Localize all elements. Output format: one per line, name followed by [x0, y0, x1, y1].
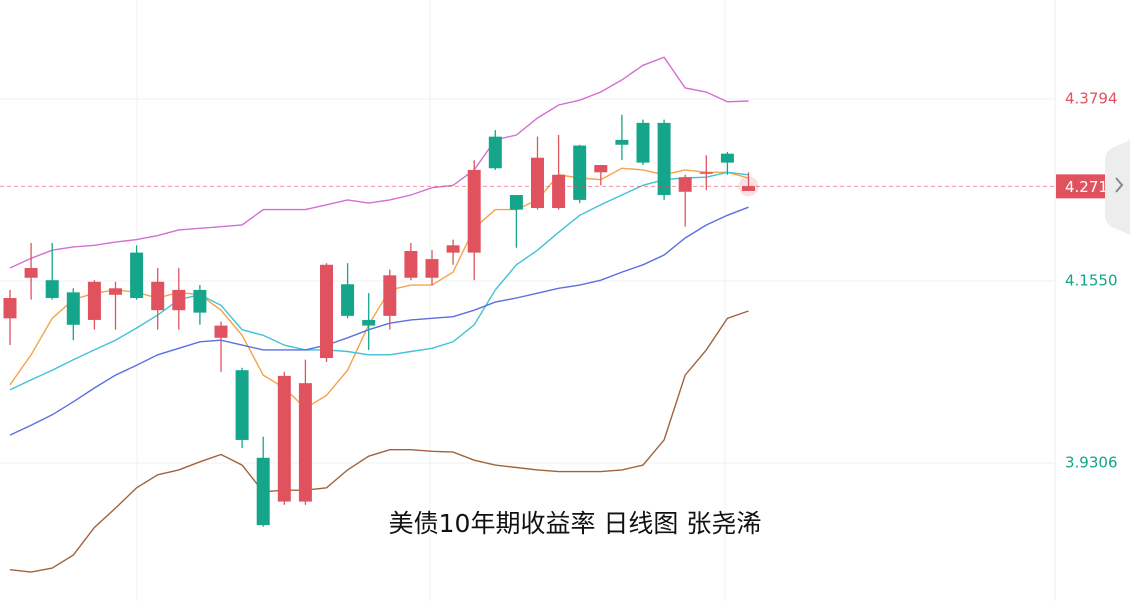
candle-body — [256, 457, 270, 526]
candle-body — [573, 145, 587, 200]
candle-body — [3, 298, 17, 319]
candle-body — [404, 250, 418, 278]
indicator-line — [9, 206, 749, 436]
candle-body — [657, 122, 671, 196]
chevron[interactable] — [1115, 177, 1124, 193]
last-glow — [738, 176, 759, 197]
y-tick-label: 4.3794 — [1065, 90, 1118, 108]
candle-body — [109, 288, 122, 295]
last-price-label: 4.2717 — [1065, 178, 1118, 196]
candle-body — [277, 375, 291, 502]
candle-body — [66, 292, 80, 325]
candle-body — [320, 264, 333, 359]
caption: 美债10年期收益率 日线图 张尧浠 — [389, 509, 762, 538]
candle-body — [467, 169, 481, 253]
candle-body — [615, 139, 629, 145]
candle-body — [678, 177, 692, 192]
candle-body — [214, 325, 228, 338]
candle-body — [720, 153, 734, 163]
candle-body — [594, 165, 608, 173]
marks — [0, 56, 1055, 573]
candle-body — [742, 186, 755, 191]
candle-body — [130, 252, 144, 299]
candle-body — [509, 195, 523, 210]
candle-body — [699, 172, 713, 174]
candle-body — [531, 157, 544, 209]
indicator-line — [9, 310, 749, 573]
candle-body — [87, 281, 101, 320]
candle-body — [636, 122, 650, 163]
candle-body — [45, 280, 59, 299]
side-tab[interactable] — [1105, 140, 1130, 235]
candle-body — [193, 289, 207, 313]
candle-body — [552, 174, 566, 209]
candle-body — [235, 370, 249, 440]
candle-body — [172, 289, 186, 311]
y-tick-label: 3.9306 — [1065, 453, 1118, 471]
indicator-line — [9, 171, 749, 391]
candle-body — [341, 284, 355, 316]
candle-body — [298, 383, 312, 502]
candle-body — [383, 275, 397, 316]
candle-body — [362, 319, 376, 326]
y-tick-label: 4.1550 — [1065, 271, 1118, 289]
indicator-line — [9, 56, 749, 269]
candle-body — [446, 245, 460, 253]
grid — [0, 98, 1055, 464]
candle-body — [488, 136, 502, 169]
candle-body — [425, 259, 439, 278]
candle-body — [151, 281, 165, 311]
candle-body — [24, 268, 38, 278]
